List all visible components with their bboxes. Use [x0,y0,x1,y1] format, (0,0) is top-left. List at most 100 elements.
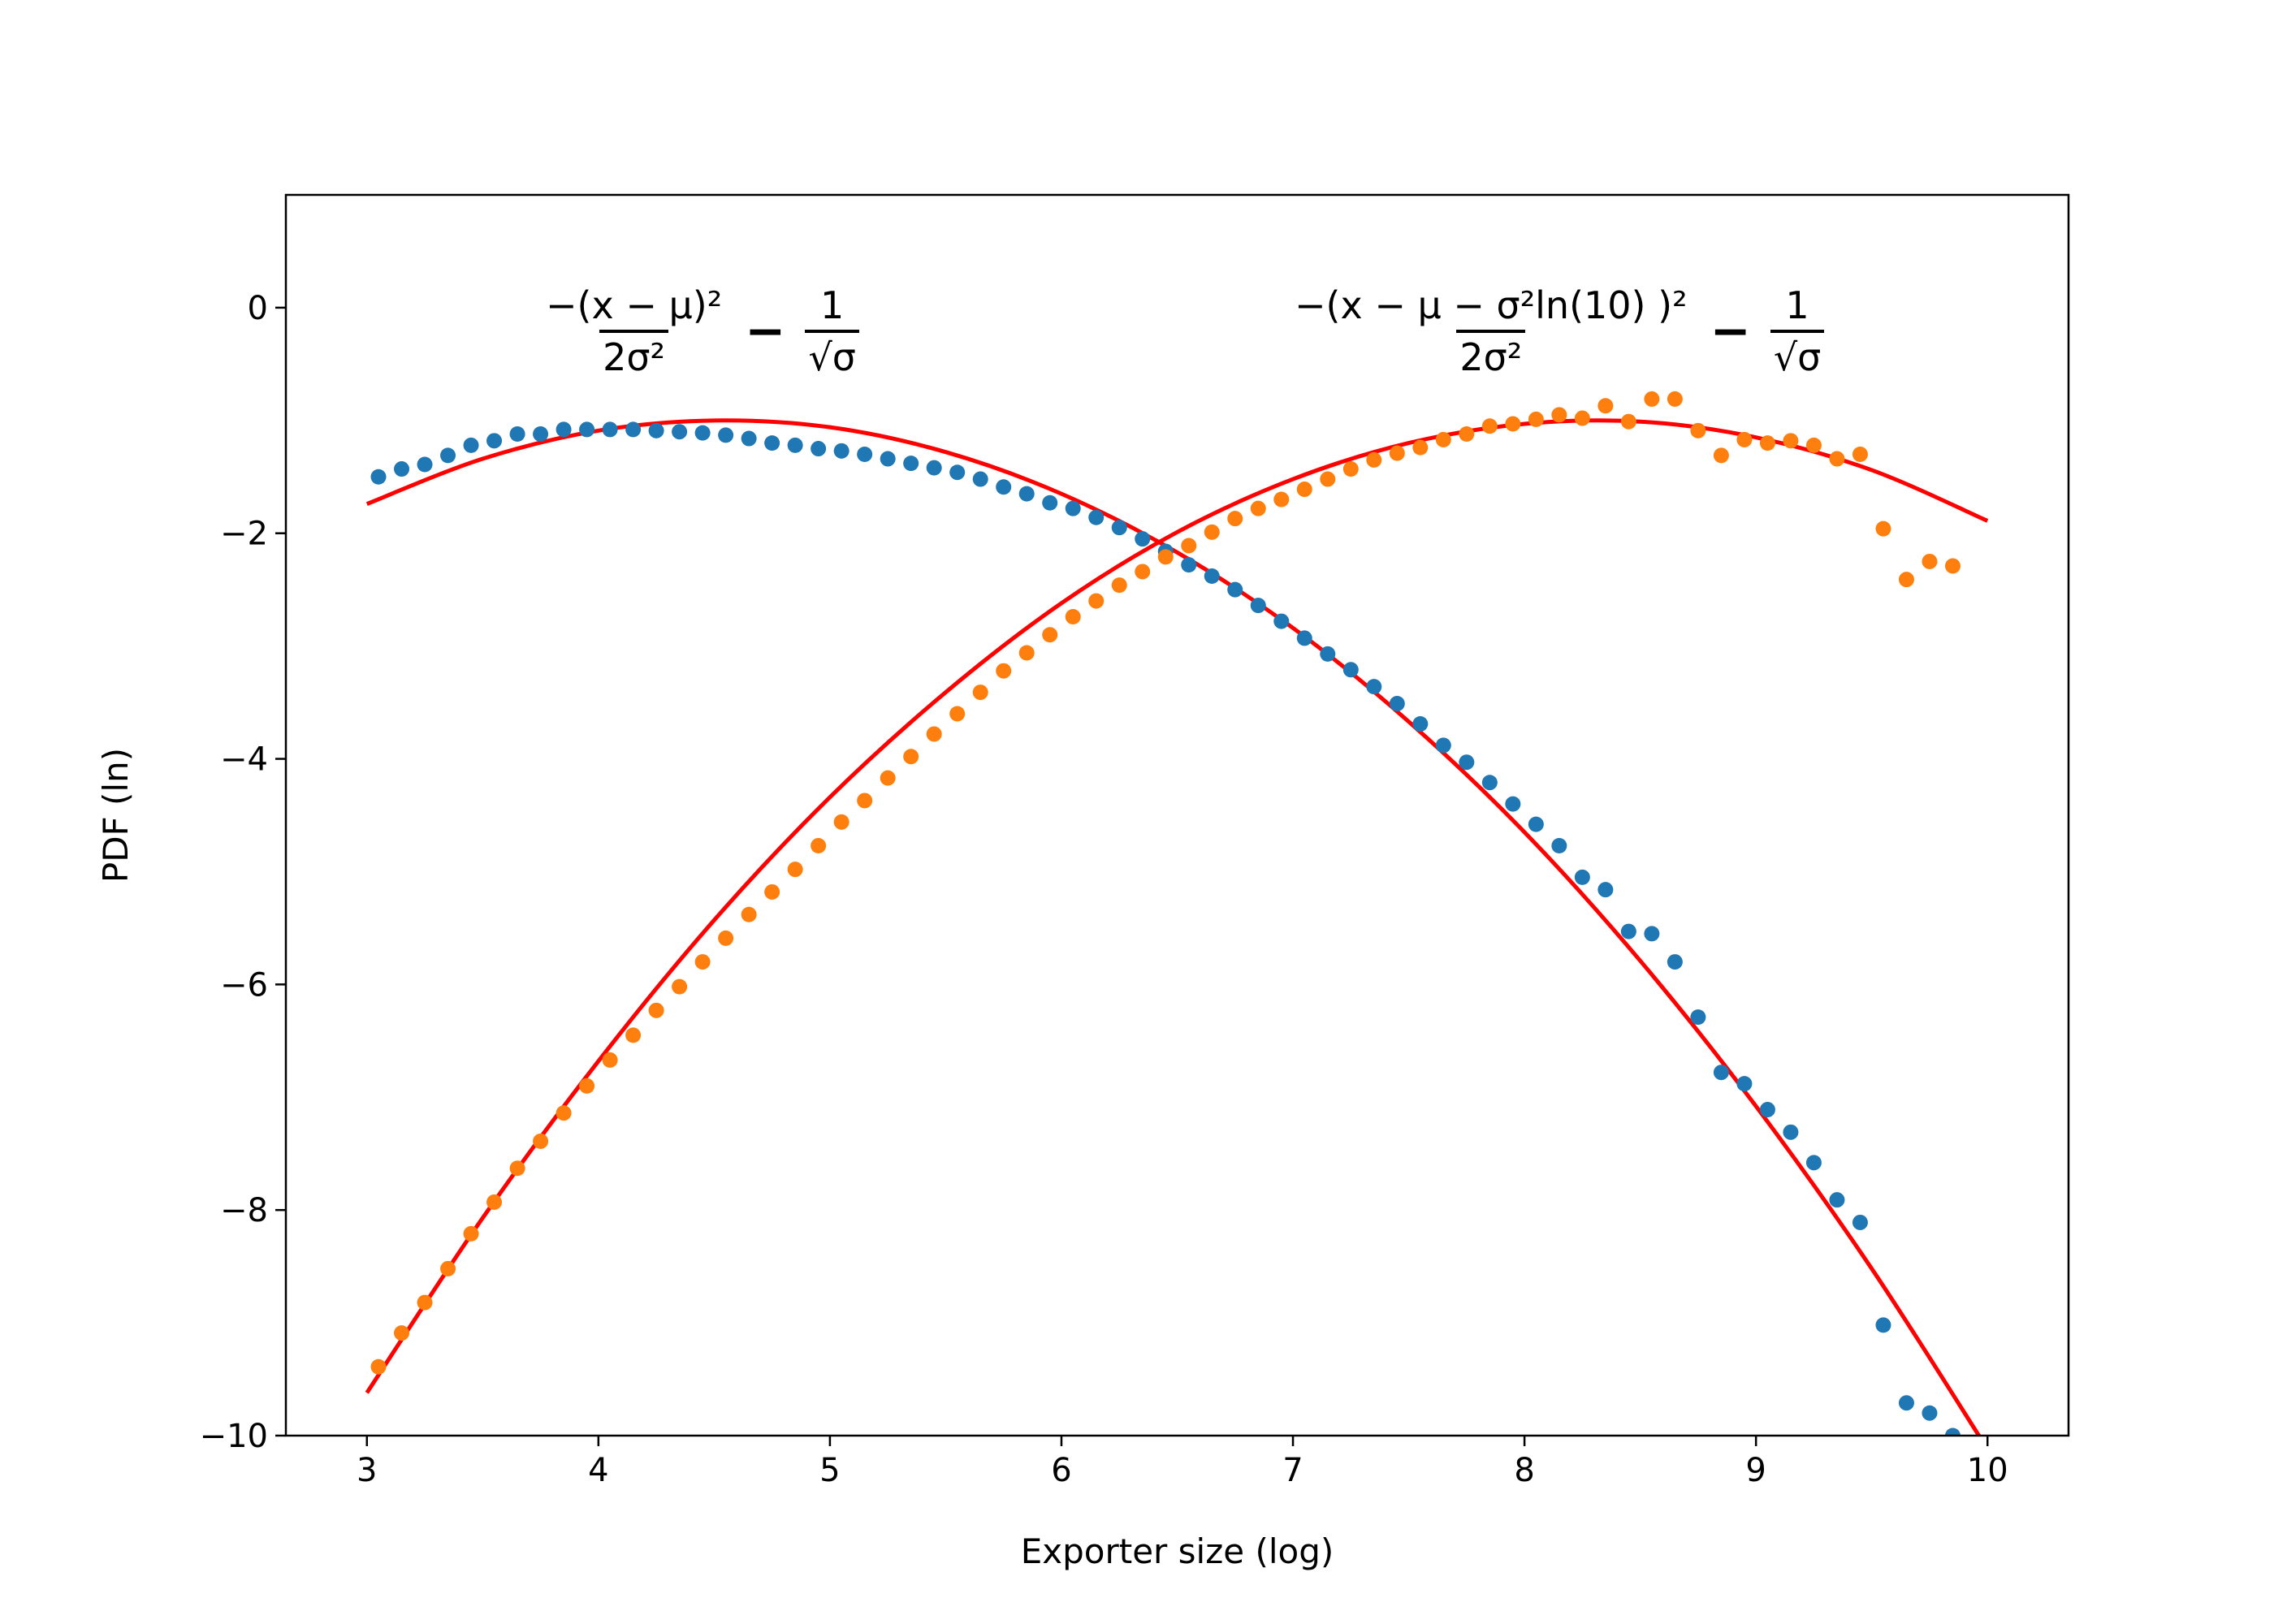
data-point [672,978,688,995]
data-point [1018,645,1035,661]
data-point [1944,558,1961,574]
data-point [533,1133,549,1149]
plot-area [365,391,1989,1436]
data-point [509,1160,525,1177]
data-point [1551,838,1567,854]
data-point [694,425,711,441]
data-point [787,437,803,453]
data-point [1783,1124,1799,1140]
data-point [1551,407,1567,423]
data-point [1505,416,1521,432]
data-point [1759,1102,1775,1118]
data-point [1157,549,1174,565]
data-point [556,421,572,438]
data-point [1898,572,1914,588]
operator: − [745,303,786,361]
data-point [926,726,942,742]
data-point [833,443,850,459]
data-point [1528,816,1544,832]
series-2 [370,391,1961,1375]
data-point [1018,486,1035,502]
data-point [718,930,734,946]
data-point [694,954,711,970]
data-point [764,883,780,900]
data-point [1435,737,1451,754]
y-tick-label: −4 [220,741,268,779]
data-point [648,1002,664,1018]
y-tick-label: −8 [220,1192,268,1229]
axes-frame [284,193,2070,1437]
data-point [949,706,966,722]
data-point [463,1225,479,1242]
data-point [1620,923,1636,939]
data-point [1597,398,1614,414]
data-point [1111,577,1127,594]
data-point [1342,662,1359,678]
data-point [417,1294,433,1311]
data-point [1805,1155,1822,1171]
data-point [857,446,873,462]
data-point [1042,495,1058,511]
data-point [1366,679,1382,695]
data-point [1852,1214,1868,1230]
x-tick-label: 7 [1282,1452,1303,1489]
data-point [996,663,1012,679]
data-point [672,424,688,440]
data-point [1088,593,1105,609]
data-point [903,749,919,765]
data-point [1250,598,1266,614]
data-point [370,469,387,485]
data-point [1065,500,1081,516]
data-point [811,838,827,854]
data-point [1227,581,1243,598]
data-point [1690,1009,1706,1026]
data-point [1574,869,1590,885]
x-tick-label: 10 [1967,1452,2008,1489]
data-point [1481,775,1498,791]
data-point [1273,491,1290,508]
fraction-term: 1 √σ [1770,286,1825,378]
data-point [486,1194,503,1210]
data-point [1366,451,1382,468]
series-1 [370,421,1961,1436]
data-point [1922,1405,1938,1421]
x-tick-label: 6 [1051,1452,1071,1489]
data-point [394,1325,410,1341]
data-point [509,425,525,442]
data-point [1597,882,1614,898]
data-point [1435,431,1451,447]
data-point [1181,538,1197,554]
data-point [972,471,988,487]
data-point [625,421,642,438]
data-point [486,433,503,449]
term-numerator: 1 [820,283,845,327]
data-point [741,906,757,922]
data-point [602,1052,618,1068]
data-point [370,1358,387,1375]
data-point [1459,754,1475,771]
data-point [1528,411,1544,427]
data-point [1713,1065,1729,1081]
fraction-term: 1 √σ [805,283,859,378]
x-tick-label: 3 [357,1452,377,1489]
data-point [1412,715,1429,732]
x-tick-label: 4 [588,1452,608,1489]
x-tick-label: 9 [1745,1452,1766,1489]
data-point [926,460,942,476]
data-point [1320,646,1336,662]
data-point [880,770,896,786]
data-point [1759,435,1775,451]
annotation-formula-1: −(x − μ)² 2σ² − 1 √σ [543,286,859,378]
fraction-main: −(x − μ − σ²ln(10) )² 2σ² [1291,286,1691,378]
data-point [417,456,433,473]
data-point [996,479,1012,495]
data-point [1805,437,1822,453]
data-point [811,441,827,457]
numerator: −(x − μ − σ²ln(10) )² [1295,283,1688,327]
data-point [1875,520,1891,537]
data-point [741,430,757,447]
data-point [1296,630,1312,646]
data-point [1574,410,1590,426]
x-tick-label: 5 [819,1452,840,1489]
